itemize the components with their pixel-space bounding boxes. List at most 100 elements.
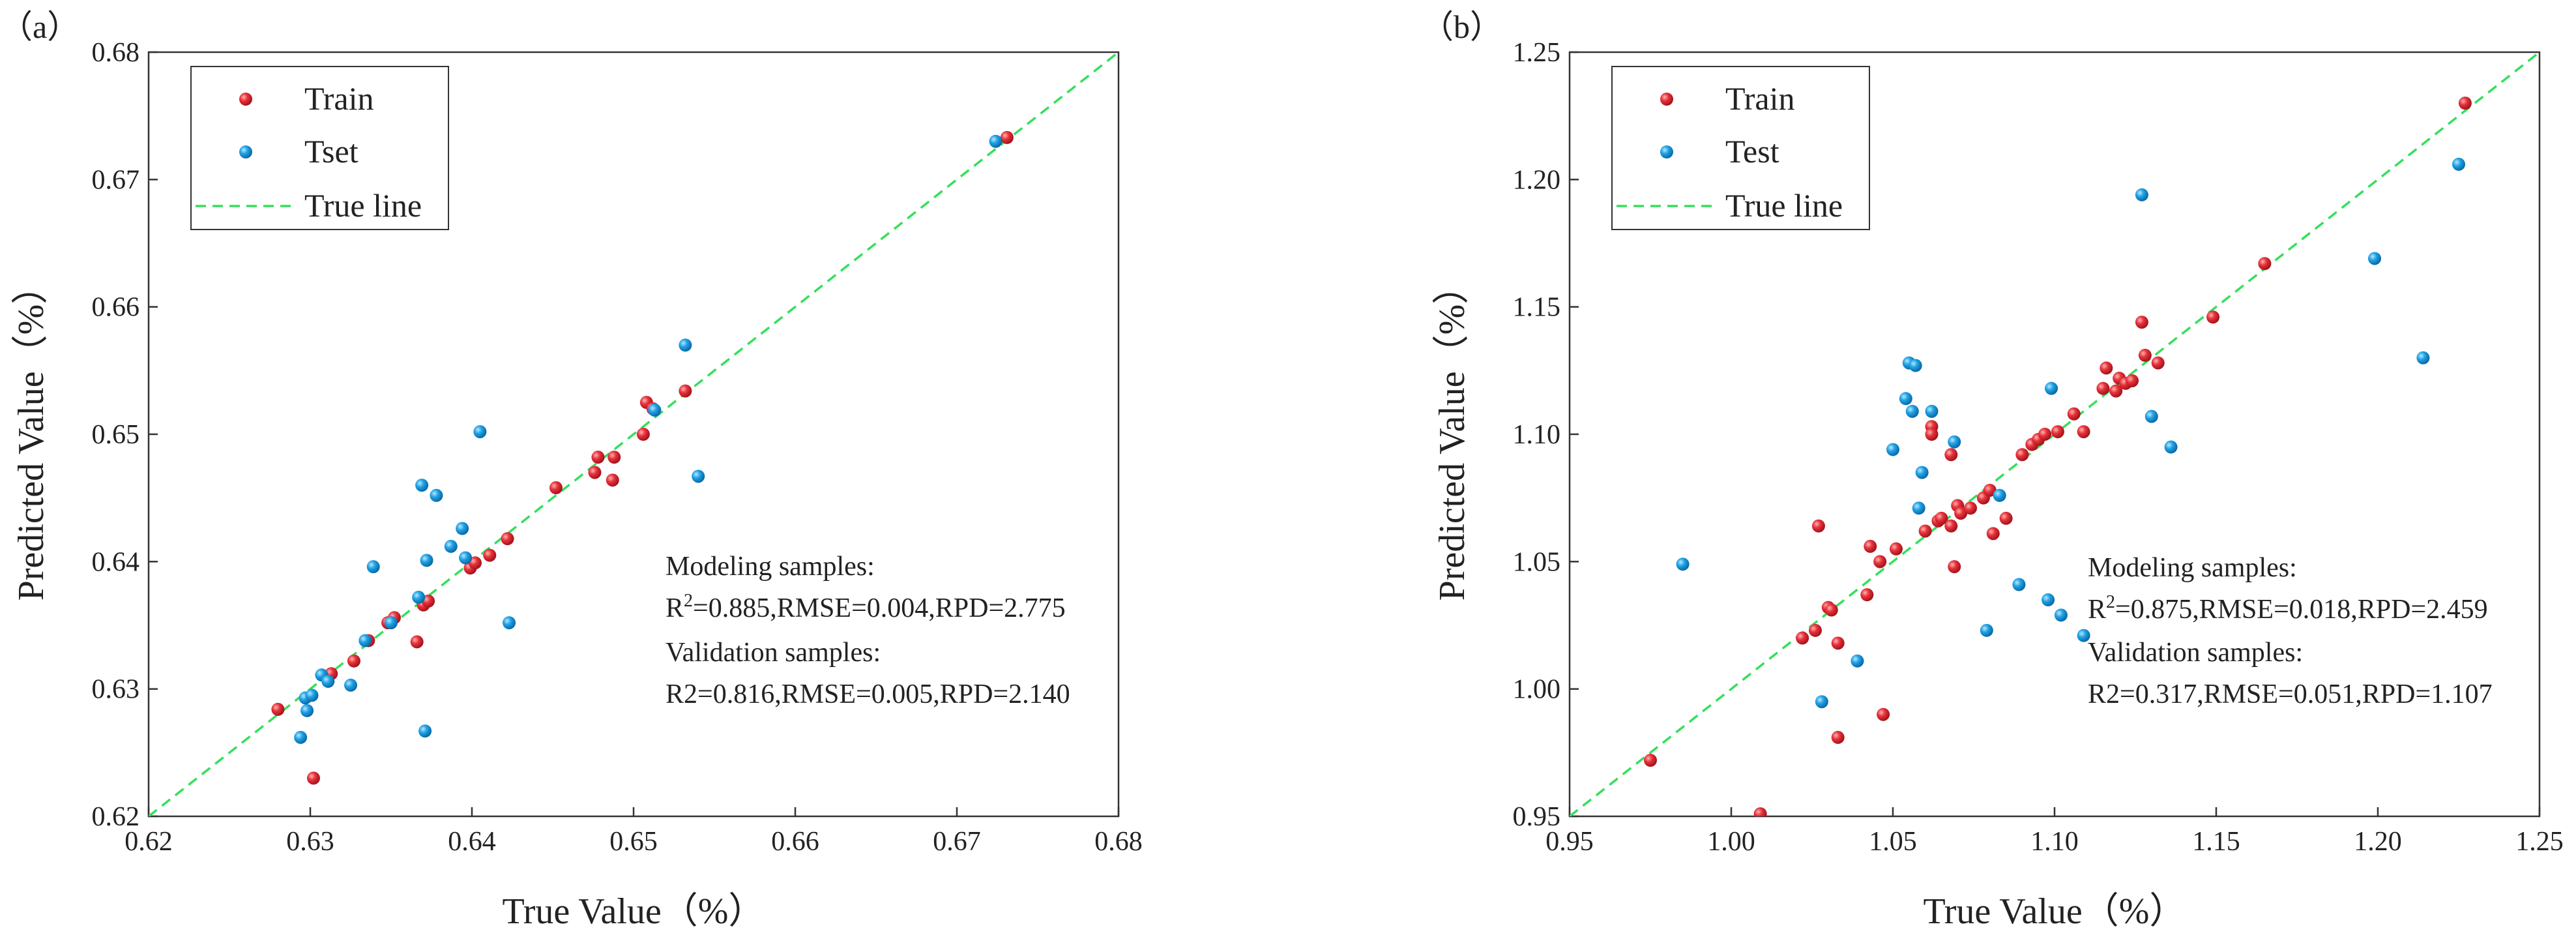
train-point-a — [483, 548, 497, 562]
test-point-b — [2135, 188, 2148, 201]
train-point-b — [1808, 623, 1822, 637]
train-point-a — [607, 451, 621, 464]
test-point-a — [366, 560, 380, 574]
y-tick-label-a: 0.63 — [92, 675, 140, 705]
train-point-b — [2151, 356, 2165, 370]
validation-title-a: Validation samples: — [666, 638, 881, 668]
test-point-b — [2144, 409, 2158, 423]
test-point-a — [692, 469, 705, 483]
train-point-b — [1983, 483, 1997, 497]
legend-a: Train Tset True line — [190, 66, 449, 230]
train-point-b — [1986, 527, 2000, 541]
test-point-b — [2452, 157, 2465, 171]
train-point-b — [1935, 511, 1948, 525]
train-point-b — [2051, 425, 2064, 439]
train-point-b — [2100, 361, 2113, 375]
chart-panel-b: （b） 0.95 1.00 1.05 1.10 1.15 1.20 1.25 0.95 1.0… — [1421, 8, 2564, 932]
train-point-b — [1999, 511, 2013, 525]
train-point-a — [271, 702, 285, 716]
x-tick-label-b: 1.00 — [1707, 827, 1755, 857]
train-point-b — [1944, 519, 1958, 533]
x-tick-label-a: 0.67 — [933, 827, 981, 857]
train-point-b — [1954, 507, 1968, 520]
train-point-a — [606, 473, 619, 487]
legend-train-marker-a — [239, 93, 252, 106]
test-point-b — [1912, 501, 1925, 515]
y-tick-label-b: 1.25 — [1513, 38, 1561, 68]
test-point-b — [1909, 359, 1922, 372]
test-point-b — [1925, 404, 1939, 418]
x-axis-label-b: True Value（%） — [1924, 891, 2186, 932]
test-point-b — [1905, 404, 1919, 418]
legend-line-label-b: True line — [1725, 187, 1843, 224]
test-point-b — [1948, 435, 1961, 449]
train-point-b — [1918, 524, 1932, 538]
test-point-a — [473, 425, 487, 439]
test-point-a — [679, 338, 692, 352]
test-point-a — [420, 554, 433, 567]
train-point-b — [2077, 425, 2090, 439]
test-point-b — [1851, 654, 1864, 668]
test-point-b — [2042, 593, 2055, 606]
x-tick-label-b: 1.05 — [1869, 827, 1917, 857]
legend-line-label-a: True line — [304, 187, 422, 224]
x-tick-label-b: 1.15 — [2192, 827, 2240, 857]
plot-content-b — [1570, 52, 2539, 816]
test-point-a — [415, 479, 429, 492]
train-point-b — [2126, 374, 2139, 387]
x-tick-label-a: 0.68 — [1094, 827, 1143, 857]
train-point-a — [549, 481, 563, 495]
chart-panel-a: （a） 0.62 0.63 0.64 0.65 0.66 0.67 0.68 0.620.6… — [0, 8, 1143, 932]
train-point-a — [591, 451, 605, 464]
stats-annotation-b: Modeling samples: R2=0.875,RMSE=0.018,RP… — [2088, 553, 2493, 709]
test-point-a — [989, 134, 1003, 148]
y-tick-label-b: 1.15 — [1513, 293, 1561, 323]
train-point-b — [2135, 316, 2148, 329]
train-point-a — [1000, 130, 1014, 144]
train-point-b — [1824, 603, 1838, 617]
x-tick-label-a: 0.62 — [124, 827, 173, 857]
test-point-a — [300, 704, 314, 717]
y-axis-label-a: Predicted Value（%） — [11, 268, 51, 601]
modeling-r-b: R — [2088, 595, 2106, 625]
x-ticks-b: 0.95 1.00 1.05 1.10 1.15 1.20 1.25 — [1545, 807, 2564, 857]
modeling-stats-a: R2=0.885,RMSE=0.004,RPD=2.775 — [666, 591, 1066, 623]
test-point-a — [444, 539, 458, 553]
train-point-a — [468, 556, 482, 570]
y-tick-label-b: 1.20 — [1513, 165, 1561, 195]
x-tick-label-b: 1.25 — [2515, 827, 2564, 857]
train-point-b — [2096, 381, 2110, 395]
legend-b: Train Test True line — [1611, 66, 1870, 230]
y-tick-label-a: 0.67 — [92, 165, 140, 195]
test-point-a — [359, 634, 372, 647]
train-points-b — [1644, 96, 2472, 816]
y-tick-label-a: 0.66 — [92, 293, 140, 323]
y-tick-label-a: 0.64 — [92, 547, 140, 577]
test-point-b — [2416, 351, 2430, 364]
train-point-b — [2258, 257, 2272, 271]
train-point-b — [1753, 807, 1767, 816]
train-point-a — [410, 635, 424, 649]
test-point-a — [456, 522, 469, 535]
test-point-b — [1993, 488, 2006, 502]
legend-test-marker-b — [1660, 145, 1673, 158]
modeling-sup-a: 2 — [684, 591, 693, 611]
y-tick-label-b: 0.95 — [1513, 802, 1561, 832]
x-tick-label-a: 0.63 — [286, 827, 334, 857]
y-tick-label-a: 0.65 — [92, 420, 140, 450]
x-tick-label-a: 0.66 — [771, 827, 819, 857]
modeling-stats-b: R2=0.875,RMSE=0.018,RPD=2.459 — [2088, 592, 2488, 625]
validation-stats-a: R2=0.816,RMSE=0.005,RPD=2.140 — [666, 679, 1070, 709]
train-point-a — [636, 428, 650, 441]
legend-test-marker-a — [239, 145, 252, 158]
x-tick-label-b: 1.10 — [2030, 827, 2079, 857]
y-axis-label-b: Predicted Value（%） — [1432, 268, 1472, 601]
modeling-title-b: Modeling samples: — [2088, 553, 2297, 583]
modeling-sup-b: 2 — [2106, 592, 2115, 612]
test-point-b — [2368, 252, 2382, 265]
train-point-a — [588, 466, 602, 479]
x-ticks-a: 0.62 0.63 0.64 0.65 0.66 0.67 0.68 — [124, 807, 1143, 857]
legend-test-label-a: Tset — [304, 133, 359, 170]
train-point-a — [501, 532, 514, 546]
train-point-b — [1944, 448, 1958, 462]
